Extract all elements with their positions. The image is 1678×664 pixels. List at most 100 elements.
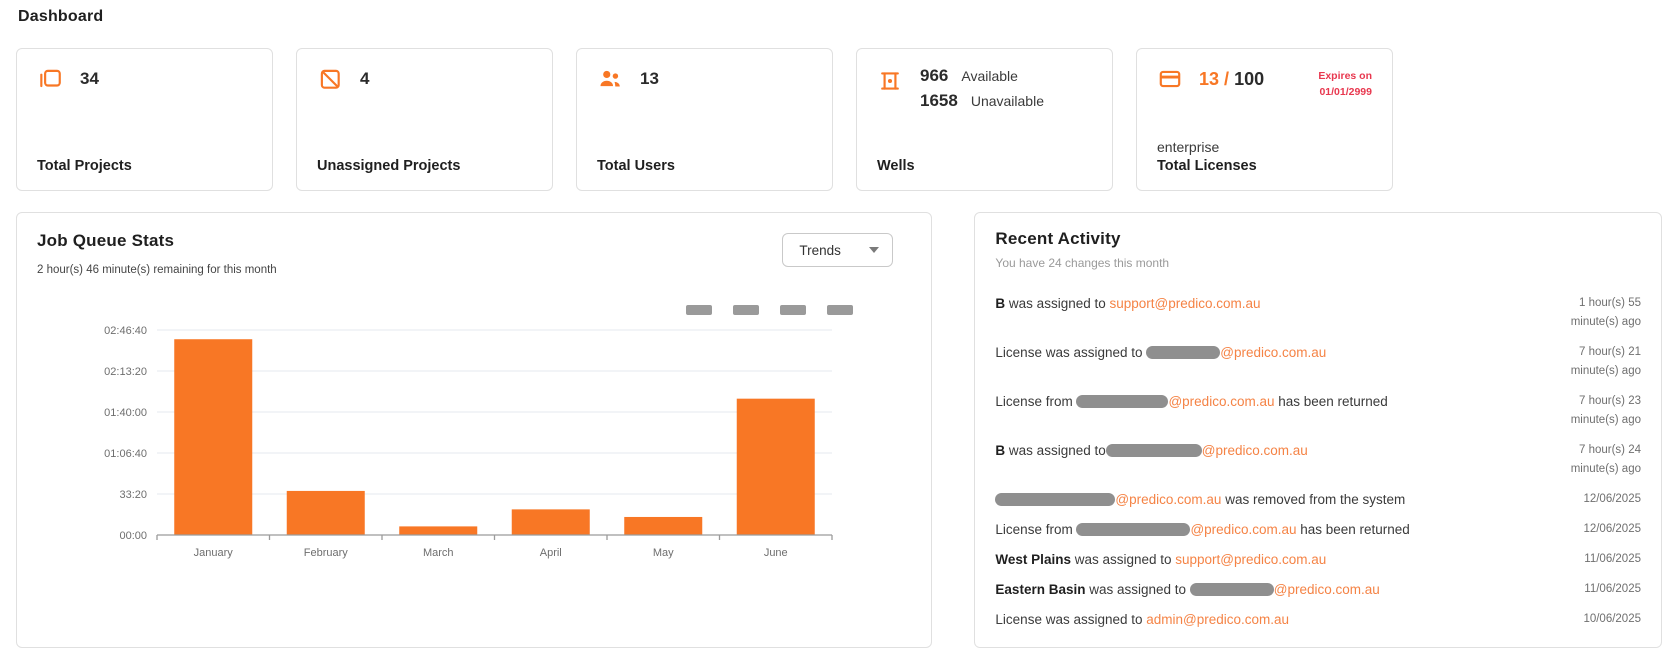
redacted-text [1105, 444, 1202, 457]
x-axis-label: February [304, 547, 349, 559]
y-axis-tick: 01:06:40 [104, 448, 147, 460]
activity-timestamp: 10/06/2025 [1583, 613, 1641, 625]
activity-text: was assigned to [1085, 582, 1190, 597]
y-axis-tick: 33:20 [119, 489, 147, 501]
bar-march[interactable] [399, 526, 478, 535]
legend-item-redacted [827, 305, 853, 315]
main-panels-row: Job Queue Stats 2 hour(s) 46 minute(s) r… [16, 212, 1662, 648]
wells-label: Wells [877, 158, 915, 174]
activity-item: License from @predico.com.au has been re… [995, 392, 1641, 430]
y-axis-tick: 02:46:40 [104, 325, 147, 337]
activity-subject: West Plains [995, 552, 1071, 567]
activity-list: B was assigned to support@predico.com.au… [995, 294, 1641, 629]
total-projects-value: 34 [80, 69, 99, 88]
email-link[interactable]: support@predico.com.au [1175, 552, 1327, 567]
licenses-used: 13 [1199, 68, 1220, 89]
activity-text: License from [995, 394, 1077, 409]
activity-item: B was assigned to support@predico.com.au… [995, 294, 1641, 332]
recent-activity-title: Recent Activity [995, 229, 1121, 248]
activity-item: License was assigned to admin@predico.co… [995, 610, 1641, 629]
licenses-total: 100 [1234, 68, 1265, 89]
job-queue-chart: 00:00 33:20 01:06:40 01:40:00 02:13:20 02:46:… [37, 316, 911, 573]
bar-may[interactable] [624, 516, 703, 535]
total-users-label: Total Users [597, 158, 675, 174]
email-link[interactable]: admin@predico.com.au [1146, 612, 1290, 627]
email-link[interactable]: @predico.com.au [1115, 492, 1222, 507]
dashboard-page: Dashboard 34 Total Projects [16, 8, 1662, 648]
activity-subject: Eastern Basin [995, 582, 1086, 597]
unassigned-projects-icon [317, 66, 343, 92]
bar-january[interactable] [174, 339, 253, 535]
email-link[interactable]: @predico.com.au [1201, 443, 1308, 458]
redacted-text [1076, 395, 1169, 408]
activity-timestamp: 12/06/2025 [1583, 493, 1641, 505]
legend-item-redacted [686, 305, 712, 315]
activity-text: License was assigned to [995, 345, 1147, 360]
x-axis-label: June [764, 547, 788, 559]
wells-unavailable-value: 1658 [920, 91, 958, 110]
bar-chart: 00:00 33:20 01:06:40 01:40:00 02:13:20 02:46:… [104, 325, 833, 559]
job-queue-title: Job Queue Stats [37, 231, 175, 250]
legend-item-redacted [733, 305, 759, 315]
stat-cards-row: 34 Total Projects 4 Unassigned Projects [16, 48, 1662, 191]
activity-subject: B [995, 296, 1006, 311]
y-axis-tick: 02:13:20 [104, 366, 147, 378]
projects-icon [37, 66, 63, 92]
redacted-text [1146, 346, 1221, 359]
activity-timestamp: 7 hour(s) 21 minute(s) ago [1570, 346, 1641, 377]
activity-item: @predico.com.au was removed from the sys… [995, 490, 1641, 509]
activity-timestamp: 7 hour(s) 23 minute(s) ago [1570, 395, 1641, 426]
recent-activity-subtitle: You have 24 changes this month [995, 256, 1170, 270]
activity-item: License from @predico.com.au has been re… [995, 520, 1641, 539]
email-link[interactable]: @predico.com.au [1220, 345, 1327, 360]
activity-message: License from @predico.com.au has been re… [995, 520, 1557, 539]
activity-subject: B [995, 443, 1006, 458]
total-licenses-label: Total Licenses [1157, 158, 1257, 174]
bar-february[interactable] [286, 490, 365, 535]
bar-june[interactable] [736, 398, 815, 535]
activity-text: was assigned to [1070, 552, 1176, 567]
stat-card-unassigned-projects: 4 Unassigned Projects [296, 48, 553, 191]
activity-message: B was assigned to @predico.com.au [995, 441, 1557, 460]
wells-available-value: 966 [920, 66, 949, 85]
activity-message: Eastern Basin was assigned to @predico.c… [995, 580, 1557, 599]
activity-item: West Plains was assigned to support@pred… [995, 550, 1641, 569]
email-link[interactable]: @predico.com.au [1190, 522, 1297, 537]
redacted-text [1189, 583, 1274, 596]
activity-text: was assigned to [1005, 296, 1110, 311]
activity-message: License from @predico.com.au has been re… [995, 392, 1557, 411]
license-expiry: Expires on 01/01/2999 [1318, 68, 1372, 100]
stat-card-total-licenses: 13 / 100 Expires on 01/01/2999 enterpris… [1136, 48, 1393, 191]
activity-item: Eastern Basin was assigned to @predico.c… [995, 580, 1641, 599]
redacted-text [1076, 523, 1191, 536]
email-link[interactable]: support@predico.com.au [1109, 296, 1261, 311]
unassigned-projects-label: Unassigned Projects [317, 158, 461, 174]
activity-text: was removed from the system [1221, 492, 1406, 507]
activity-message: License was assigned to @predico.com.au [995, 343, 1557, 362]
barrel-icon [877, 68, 903, 94]
email-link[interactable]: @predico.com.au [1273, 582, 1380, 597]
recent-activity-panel: Recent Activity You have 24 changes this… [974, 212, 1662, 648]
activity-timestamp: 7 hour(s) 24 minute(s) ago [1570, 444, 1641, 475]
license-tier: enterprise [1157, 139, 1220, 155]
trends-dropdown-label: Trends [799, 242, 841, 258]
activity-message: West Plains was assigned to support@pred… [995, 550, 1557, 569]
stat-card-wells: 966 Available 1658 Unavailable Wells [856, 48, 1113, 191]
trends-dropdown[interactable]: Trends [782, 233, 894, 267]
activity-text: License from [995, 522, 1077, 537]
x-axis-label: May [653, 547, 674, 559]
email-link[interactable]: @predico.com.au [1168, 394, 1275, 409]
total-projects-label: Total Projects [37, 158, 132, 174]
wells-unavailable-label: Unavailable [970, 93, 1044, 109]
activity-timestamp: 11/06/2025 [1584, 553, 1641, 565]
job-queue-panel: Job Queue Stats 2 hour(s) 46 minute(s) r… [16, 212, 933, 648]
activity-timestamp: 12/06/2025 [1583, 523, 1641, 535]
wells-available-label: Available [961, 68, 1018, 84]
total-users-value: 13 [640, 69, 659, 88]
activity-text: has been returned [1274, 394, 1388, 409]
wells-unavailable-row: 1658 Unavailable [920, 91, 1044, 111]
activity-text: was assigned to [1005, 443, 1106, 458]
activity-timestamp: 11/06/2025 [1584, 583, 1641, 595]
bar-april[interactable] [511, 509, 590, 535]
license-expiry-line1: Expires on [1318, 70, 1372, 82]
